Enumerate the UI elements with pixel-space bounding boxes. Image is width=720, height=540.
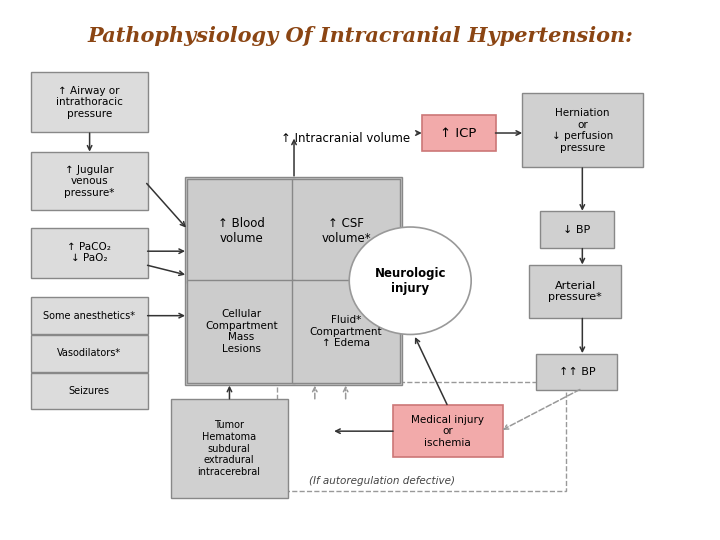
Text: ↑ Jugular
venous
pressure*: ↑ Jugular venous pressure* (64, 165, 114, 198)
Text: ↑ Airway or
intrathoracic
pressure: ↑ Airway or intrathoracic pressure (56, 85, 122, 119)
Text: ↑↑ BP: ↑↑ BP (559, 367, 595, 377)
FancyBboxPatch shape (31, 335, 148, 372)
FancyBboxPatch shape (522, 93, 642, 167)
FancyBboxPatch shape (31, 227, 148, 278)
FancyBboxPatch shape (540, 212, 614, 248)
FancyBboxPatch shape (31, 152, 148, 211)
FancyBboxPatch shape (529, 265, 621, 318)
FancyBboxPatch shape (171, 400, 287, 498)
Text: (If autoregulation defective): (If autoregulation defective) (308, 476, 454, 485)
FancyBboxPatch shape (31, 72, 148, 132)
Text: ↑ ICP: ↑ ICP (441, 126, 477, 139)
Text: Vasodilators*: Vasodilators* (57, 348, 121, 358)
Text: Herniation
or
↓ perfusion
pressure: Herniation or ↓ perfusion pressure (552, 108, 613, 153)
FancyBboxPatch shape (292, 280, 400, 383)
Text: Fluid*
Compartment
↑ Edema: Fluid* Compartment ↑ Edema (310, 315, 382, 348)
Ellipse shape (349, 227, 471, 334)
Text: ↑ Intracranial volume: ↑ Intracranial volume (281, 132, 410, 145)
Text: ↑ CSF
volume*: ↑ CSF volume* (321, 217, 371, 245)
Text: Pathophysiology Of Intracranial Hypertension:: Pathophysiology Of Intracranial Hyperten… (87, 25, 633, 45)
Text: Medical injury
or
ischemia: Medical injury or ischemia (411, 415, 485, 448)
Text: Arterial
pressure*: Arterial pressure* (549, 281, 602, 302)
FancyBboxPatch shape (185, 177, 402, 385)
FancyBboxPatch shape (187, 179, 295, 283)
Text: Seizures: Seizures (68, 386, 109, 396)
FancyBboxPatch shape (536, 354, 618, 390)
FancyBboxPatch shape (31, 373, 148, 409)
Text: Some anesthetics*: Some anesthetics* (43, 310, 135, 321)
FancyBboxPatch shape (187, 280, 295, 383)
Text: Tumor
Hematoma
subdural
extradural
intracerebral: Tumor Hematoma subdural extradural intra… (197, 421, 261, 477)
FancyBboxPatch shape (393, 405, 503, 457)
FancyBboxPatch shape (292, 179, 400, 283)
Text: Neurologic
injury: Neurologic injury (374, 267, 446, 295)
FancyBboxPatch shape (31, 298, 148, 334)
Text: ↑ PaCO₂
↓ PaO₂: ↑ PaCO₂ ↓ PaO₂ (67, 242, 111, 264)
Text: Cellular
Compartment
Mass
Lesions: Cellular Compartment Mass Lesions (205, 309, 278, 354)
Text: ↑ Blood
volume: ↑ Blood volume (218, 217, 265, 245)
FancyBboxPatch shape (422, 114, 495, 151)
Text: ↓ BP: ↓ BP (563, 225, 590, 235)
